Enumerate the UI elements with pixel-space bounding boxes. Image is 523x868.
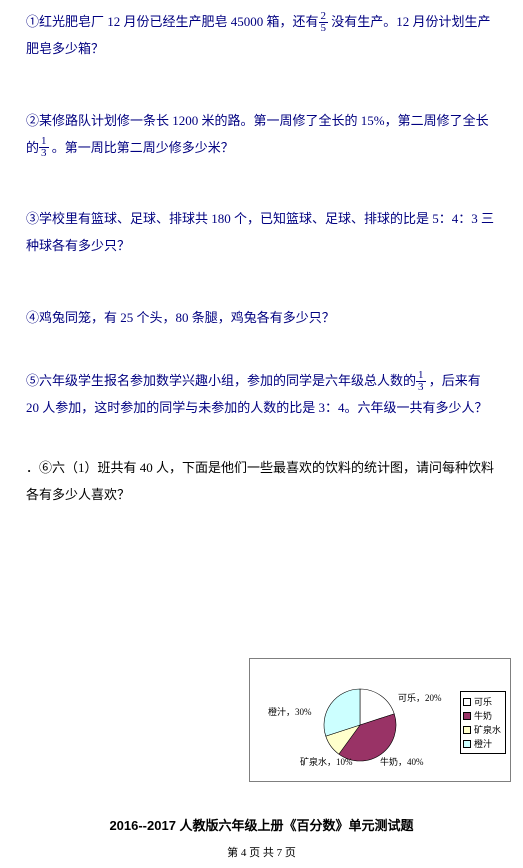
label-juice: 橙汁，30% xyxy=(268,705,312,718)
question-5: ⑤六年级学生报名参加数学兴趣小组，参加的同学是六年级总人数的13 ，后来有 20… xyxy=(26,367,497,422)
label-water: 矿泉水，10% xyxy=(300,755,353,768)
legend-milk: 牛奶 xyxy=(463,709,503,722)
fraction-1-3: 13 xyxy=(39,136,49,159)
pie-chart xyxy=(320,685,400,765)
question-3: ③学校里有篮球、足球、排球共 180 个，已知篮球、足球、排球的比是 5：4：3… xyxy=(26,205,497,260)
exam-title: 2016--2017 人教版六年级上册《百分数》单元测试题 xyxy=(0,815,523,834)
q2-text-post: 。第一周比第二周少修多少米？ xyxy=(49,140,234,155)
question-6: ．⑥六（1）班共有 40 人，下面是他们一些最喜欢的饮料的统计图，请问每种饮料各… xyxy=(26,454,497,509)
pie-chart-box: 可乐，20% 牛奶，40% 矿泉水，10% 橙汁，30% 可乐 牛奶 矿泉水 橙… xyxy=(249,658,511,782)
legend-cola: 可乐 xyxy=(463,695,503,708)
question-4: ④鸡兔同笼，有 25 个头，80 条腿，鸡兔各有多少只？ xyxy=(26,304,497,331)
label-cola: 可乐，20% xyxy=(398,691,442,704)
q1-text-pre: ①红光肥皂厂 12 月份已经生产肥皂 45000 箱，还有 xyxy=(26,14,319,29)
question-1: ①红光肥皂厂 12 月份已经生产肥皂 45000 箱，还有25 没有生产。12 … xyxy=(26,8,497,63)
fraction-1-3b: 13 xyxy=(416,370,426,393)
label-milk: 牛奶，40% xyxy=(380,755,424,768)
legend-water: 矿泉水 xyxy=(463,723,503,736)
chart-legend: 可乐 牛奶 矿泉水 橙汁 xyxy=(460,691,506,754)
question-2: ②某修路队计划修一条长 1200 米的路。第一周修了全长的 15%，第二周修了全… xyxy=(26,107,497,162)
page-footer: 第 4 页 共 7 页 xyxy=(0,844,523,860)
fraction-2-5: 25 xyxy=(319,11,329,34)
legend-juice: 橙汁 xyxy=(463,737,503,750)
q5-text-pre: ⑤六年级学生报名参加数学兴趣小组，参加的同学是六年级总人数的 xyxy=(26,373,416,388)
